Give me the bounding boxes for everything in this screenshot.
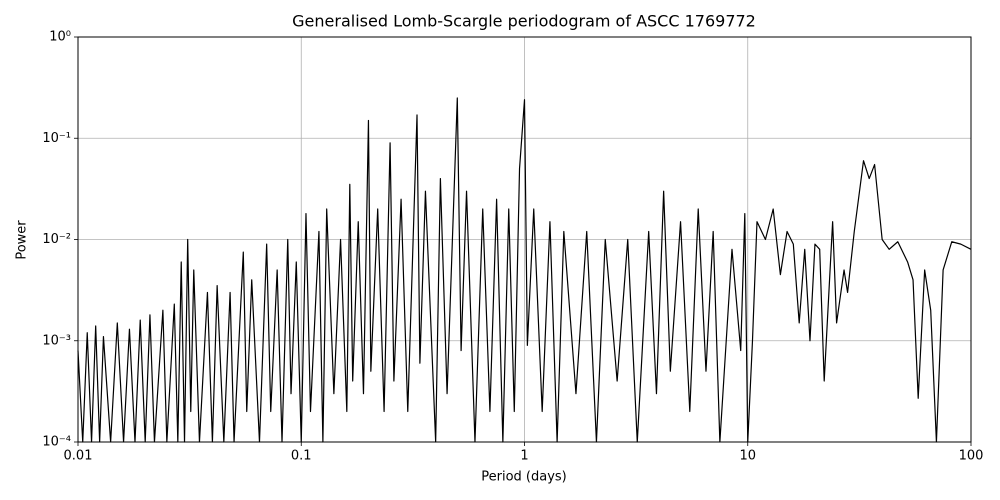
x-tick-label: 0.1 (291, 449, 312, 464)
chart-title: Generalised Lomb-Scargle periodogram of … (292, 12, 756, 31)
y-tick-label: 10⁻⁴ (42, 435, 71, 450)
x-tick-label: 100 (959, 449, 984, 464)
x-tick-label: 1 (520, 449, 528, 464)
y-axis-label: Power (15, 220, 30, 260)
y-tick-label: 10⁻² (42, 232, 71, 247)
y-tick-label: 10⁻¹ (42, 131, 71, 146)
x-axis-label: Period (days) (481, 470, 567, 485)
x-tick-label: 0.01 (64, 449, 93, 464)
periodogram-line (77, 97, 972, 443)
y-tick-label: 10⁰ (49, 30, 71, 45)
plot-frame (77, 36, 972, 443)
x-tick-label: 10 (739, 449, 756, 464)
y-tick-label: 10⁻³ (42, 333, 71, 348)
